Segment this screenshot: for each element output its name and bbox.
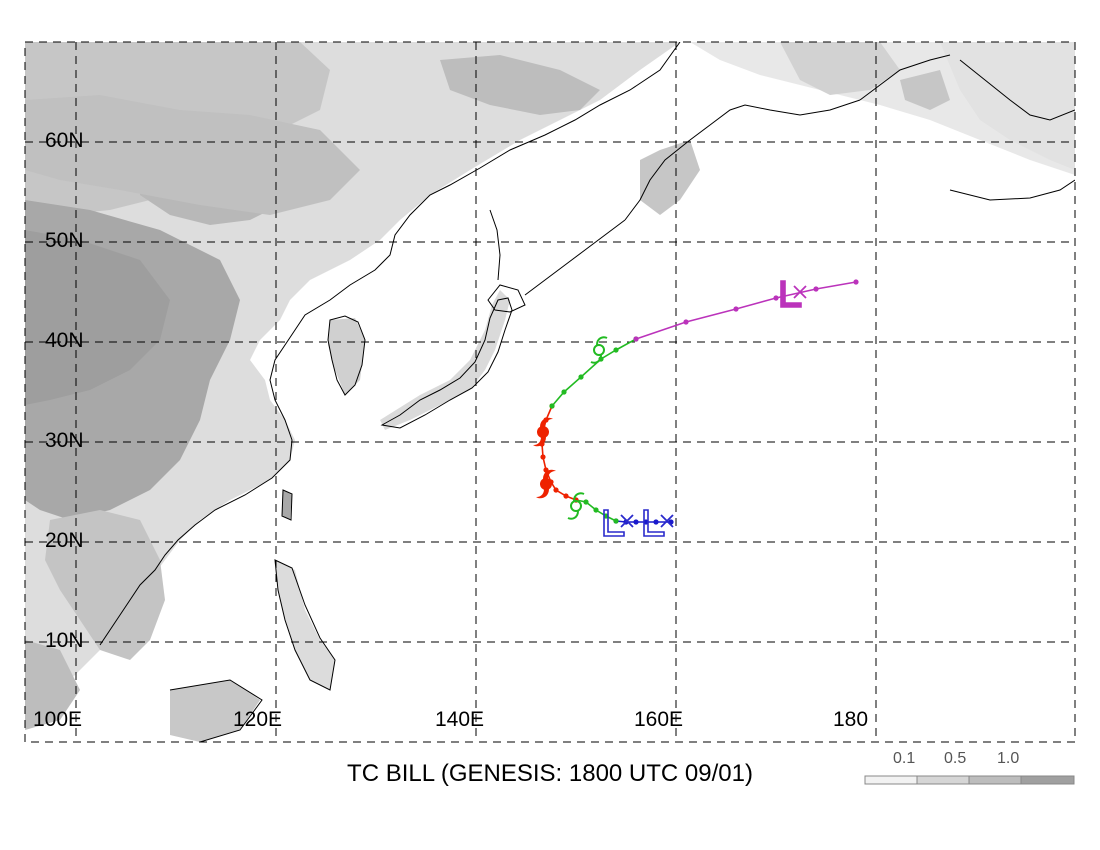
lon-label-160e: 160E [634,708,684,731]
track-point [683,319,689,325]
legend-bar [864,775,1075,785]
lat-label-30n: 30N [45,429,84,452]
terrain-borneo [170,680,260,742]
track-point [553,487,559,493]
chart-title: TC BILL (GENESIS: 1800 UTC 09/01) [347,760,753,787]
track-point [733,306,739,312]
coast-philippines [274,559,336,691]
lon-label-100e: 100E [33,708,83,731]
terrain-philippines [275,560,335,690]
low-symbol [603,509,625,537]
coast-sakhalin [489,209,501,281]
terrain-korea [328,318,365,395]
track-point [561,389,567,395]
typhoon-symbol [533,417,553,447]
track-point [549,403,555,409]
tropical-storm-symbol [590,336,608,364]
tropical-storm-symbol [567,492,585,520]
coast-asia-east [99,42,681,646]
legend-label-2: 1.0 [997,750,1020,767]
coastlines [99,42,1075,742]
lat-label-20n: 20N [45,529,84,552]
coast-alaska [949,59,1075,201]
legend-label-1: 0.5 [944,750,967,767]
track-point [578,374,584,380]
track-point [540,454,546,460]
lat-label-10n: 10N [45,629,84,652]
lat-label-50n: 50N [45,229,84,252]
terrain-sea-asia [25,640,80,730]
terrain-shading [25,42,1075,742]
cross-mark [620,514,634,528]
track-segment-extratropical [635,281,857,340]
gridlines [25,42,1075,742]
terrain-alaska [940,42,1075,170]
map-frame [24,41,1076,743]
low-symbol [780,280,802,308]
lat-label-40n: 40N [45,329,84,352]
coast-korea [327,315,366,396]
coast-hokkaido [487,284,526,313]
lat-label-60n: 60N [45,129,84,152]
storm-track [533,279,859,537]
cross-mark [660,514,674,528]
coast-kuril [524,219,626,296]
track-point [633,519,639,525]
track-point [853,279,859,285]
lon-label-140e: 140E [435,708,485,731]
coast-kamchatka [624,99,861,221]
coast-borneo [169,679,263,742]
track-segment-tropical-storm [551,338,637,407]
track-point [583,499,589,505]
terrain-japan [380,290,510,430]
terrain-mid-siberia-dark [440,55,600,115]
terrain-taiwan [282,490,292,520]
track-point [653,519,659,525]
graticule [24,41,1076,743]
terrain-indochina [45,510,165,660]
track-point [633,336,639,342]
track-point [593,507,599,513]
low-symbol [643,509,665,537]
coast-taiwan [281,489,293,521]
terrain-chukotka [780,42,900,95]
coast-japan [380,297,513,429]
terrain-kamchatka [640,140,700,215]
legend-swatch-3 [1020,775,1075,785]
terrain-alaska-dark [900,70,950,110]
track-point [563,493,569,499]
track-point [813,286,819,292]
coast-bering [859,54,951,101]
terrain-plateau [25,230,170,405]
track-point [613,518,619,524]
track-point [773,295,779,301]
legend-label-0: 0.1 [893,750,916,767]
track-point [613,347,619,353]
lon-label-180: 180 [833,708,869,731]
cross-mark [793,285,807,299]
lon-label-120e: 120E [233,708,283,731]
typhoon-symbol [536,469,556,499]
